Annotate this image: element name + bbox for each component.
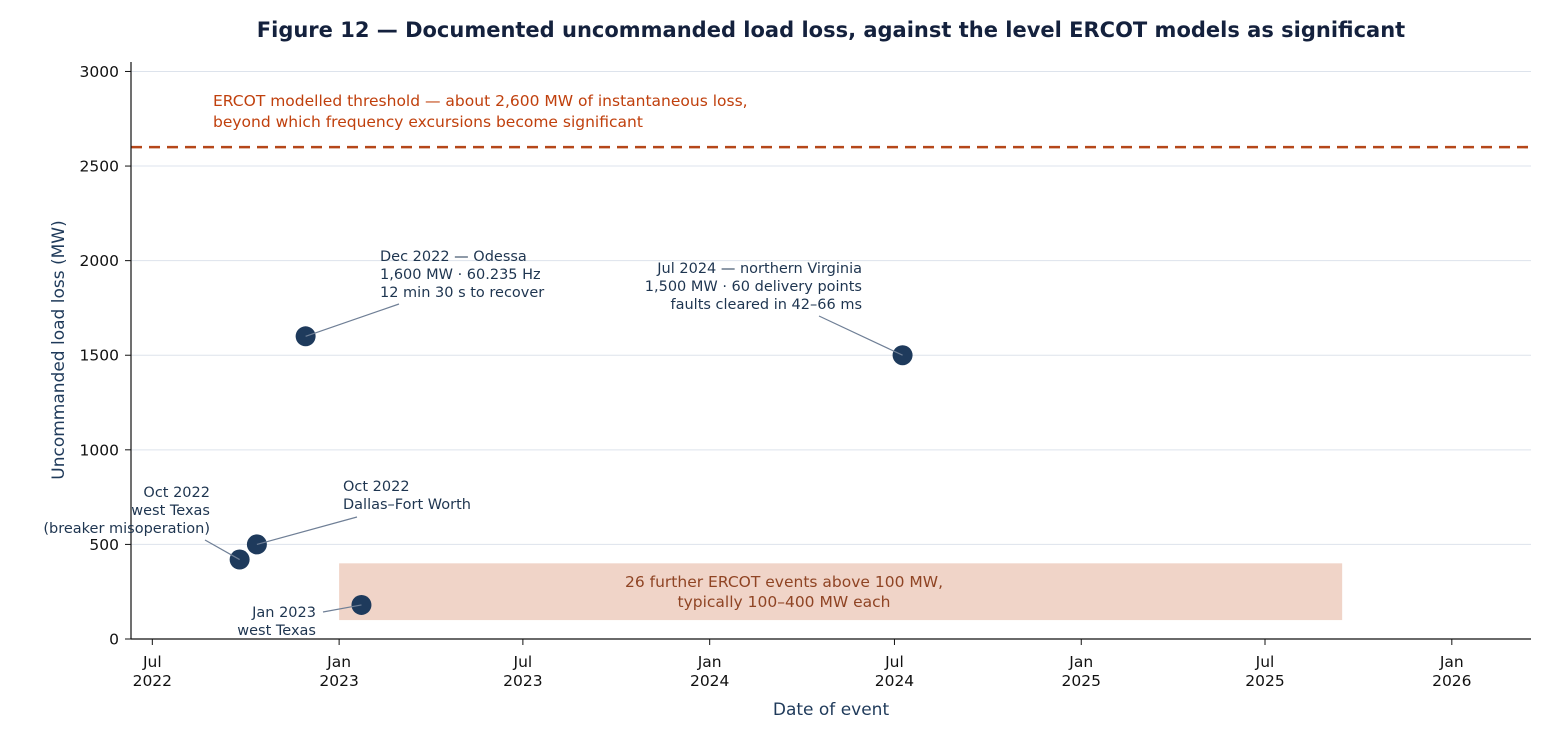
band-layer: 26 further ERCOT events above 100 MW, typ… <box>339 563 1343 621</box>
point-annotation-line: Dallas–Fort Worth <box>343 497 471 513</box>
point-annotation-line: Dec 2022 — Odessa <box>380 249 527 265</box>
y-tick-label: 2500 <box>80 158 119 176</box>
point-annotation-line: west Texas <box>237 623 316 639</box>
x-tick-label-year: 2026 <box>1432 672 1471 690</box>
chart-title: Figure 12 — Documented uncommanded load … <box>257 18 1405 42</box>
gridlines <box>131 70 1531 545</box>
x-tick-label-month: Jan <box>1439 653 1464 671</box>
point-annotation-line: Jan 2023 <box>251 605 316 621</box>
x-tick-label-month: Jan <box>326 653 351 671</box>
x-tick-label-month: Jul <box>142 653 162 671</box>
point-annotation: Oct 2022 Dallas–Fort Worth <box>343 479 471 513</box>
annotation-leader <box>256 516 358 545</box>
annotation-leader <box>818 315 903 356</box>
x-tick-label-year: 2022 <box>133 672 172 690</box>
band-label-line: 26 further ERCOT events above 100 MW, <box>625 573 943 591</box>
x-tick-label-month: Jul <box>884 653 904 671</box>
x-tick-label-year: 2023 <box>503 672 542 690</box>
x-tick-label-year: 2025 <box>1245 672 1284 690</box>
x-tick-label-month: Jan <box>1068 653 1093 671</box>
point-annotation-line: 12 min 30 s to recover <box>380 285 544 301</box>
annotation-leader <box>322 604 362 613</box>
point-annotation: Jul 2024 — northern Virginia 1,500 MW · 6… <box>645 261 862 313</box>
point-annotation-line: Jul 2024 — northern Virginia <box>656 261 862 277</box>
point-annotation-line: Oct 2022 <box>343 479 410 495</box>
y-tick-label: 2000 <box>80 252 119 270</box>
band-label: 26 further ERCOT events above 100 MW, typ… <box>625 573 943 611</box>
annotations: Oct 2022 west Texas (breaker misoperation)… <box>43 249 903 639</box>
x-tick-label-year: 2024 <box>690 672 729 690</box>
point-annotation-line: west Texas <box>131 503 210 519</box>
x-tick-label-year: 2025 <box>1062 672 1101 690</box>
x-tick-label-month: Jul <box>513 653 533 671</box>
annotation-leader <box>204 539 240 561</box>
point-annotation: Dec 2022 — Odessa 1,600 MW · 60.235 Hz 12 … <box>380 249 544 301</box>
x-tick-label-month: Jan <box>697 653 722 671</box>
point-annotation-line: 1,600 MW · 60.235 Hz <box>380 267 541 283</box>
x-tick-label-year: 2023 <box>319 672 358 690</box>
annotation-leader <box>305 303 400 337</box>
point-annotation-line: (breaker misoperation) <box>43 521 210 537</box>
y-tick-label: 3000 <box>80 63 119 81</box>
point-annotation: Oct 2022 west Texas (breaker misoperation) <box>43 485 210 537</box>
x-tick-label-year: 2024 <box>875 672 914 690</box>
threshold-label-line: beyond which frequency excursions become… <box>213 113 643 131</box>
point-annotation-line: Oct 2022 <box>143 485 210 501</box>
point-annotation: Jan 2023 west Texas <box>237 605 316 639</box>
x-tick-label-month: Jul <box>1255 653 1275 671</box>
point-annotation-line: faults cleared in 42–66 ms <box>670 297 862 313</box>
point-annotation-line: 1,500 MW · 60 delivery points <box>645 279 862 295</box>
y-tick-label: 1000 <box>80 441 119 459</box>
ticks: 050010001500200025003000Jul2022Jan2023Ju… <box>80 63 1472 690</box>
y-tick-label: 500 <box>89 536 119 554</box>
threshold-layer: ERCOT modelled threshold — about 2,600 M… <box>131 92 1531 149</box>
further-events-band <box>339 563 1343 621</box>
x-axis-label: Date of event <box>773 700 890 720</box>
y-tick-label: 0 <box>109 631 119 649</box>
threshold-label: ERCOT modelled threshold — about 2,600 M… <box>213 92 748 131</box>
axes <box>130 62 1531 640</box>
band-label-line: typically 100–400 MW each <box>678 593 891 611</box>
y-axis-label: Uncommanded load loss (MW) <box>49 220 69 479</box>
y-tick-label: 1500 <box>80 347 119 365</box>
threshold-label-line: ERCOT modelled threshold — about 2,600 M… <box>213 92 748 110</box>
